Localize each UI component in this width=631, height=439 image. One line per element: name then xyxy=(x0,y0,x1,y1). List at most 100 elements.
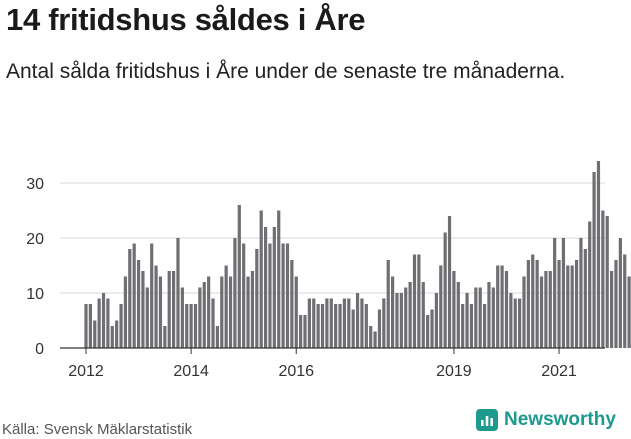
bar xyxy=(610,271,614,348)
bar xyxy=(456,282,460,348)
bar xyxy=(627,276,631,348)
bar xyxy=(101,293,106,348)
bar xyxy=(158,276,163,348)
bar xyxy=(596,161,601,348)
bar xyxy=(303,315,307,348)
bar xyxy=(588,221,592,348)
bar xyxy=(605,216,609,348)
bar xyxy=(355,293,360,348)
bar xyxy=(110,326,114,348)
bar xyxy=(294,276,298,348)
bar xyxy=(491,287,495,348)
bar xyxy=(369,326,373,348)
x-tick-label: 2016 xyxy=(278,363,314,380)
bar xyxy=(268,243,272,348)
bar xyxy=(180,287,184,348)
bar xyxy=(360,298,364,348)
chart-title: 14 fritidshus såldes i Åre xyxy=(6,2,366,37)
bar xyxy=(316,304,320,348)
x-tick-label: 2012 xyxy=(68,363,104,380)
bar xyxy=(154,265,158,348)
bar xyxy=(487,282,491,348)
x-tick-label: 2019 xyxy=(436,363,472,380)
bar xyxy=(97,298,101,348)
bar xyxy=(548,271,552,348)
bar xyxy=(84,304,88,348)
y-tick-label: 20 xyxy=(26,231,44,248)
bar xyxy=(338,304,342,348)
bar xyxy=(307,298,311,348)
bar xyxy=(382,298,386,348)
bar xyxy=(566,265,570,348)
bar xyxy=(526,260,530,348)
bar xyxy=(277,210,281,348)
bar xyxy=(255,249,259,348)
bar xyxy=(601,210,605,348)
bar xyxy=(189,304,193,348)
bar xyxy=(150,243,154,348)
bar xyxy=(544,271,548,348)
bar xyxy=(465,293,469,348)
bar xyxy=(334,304,338,348)
bar xyxy=(106,298,110,348)
bar xyxy=(417,254,421,348)
bar xyxy=(408,282,412,348)
bar xyxy=(469,304,474,348)
bar xyxy=(172,271,176,348)
bar xyxy=(399,293,403,348)
bar xyxy=(272,227,276,348)
bar-chart: 010203014201220142016201920212023 xyxy=(26,161,631,380)
bar xyxy=(478,287,482,348)
bar xyxy=(325,298,329,348)
bar xyxy=(176,238,180,348)
bar xyxy=(88,304,92,348)
bar xyxy=(299,315,303,348)
bar xyxy=(426,315,430,348)
bar xyxy=(233,238,237,348)
bar xyxy=(312,298,316,348)
bar xyxy=(522,276,526,348)
bar xyxy=(259,210,263,348)
y-tick-label: 10 xyxy=(26,286,44,303)
bar xyxy=(509,293,513,348)
bar xyxy=(518,298,522,348)
bar xyxy=(207,276,211,348)
bar xyxy=(583,249,587,348)
bar xyxy=(539,276,544,348)
bar xyxy=(167,271,171,348)
bar xyxy=(412,254,417,348)
brand-name: Newsworthy xyxy=(504,409,616,430)
bar xyxy=(377,309,382,348)
newsworthy-chart-icon xyxy=(476,409,498,431)
source-note: Källa: Svensk Mäklarstatistik xyxy=(2,421,193,438)
bar xyxy=(211,298,215,348)
bar xyxy=(496,265,500,348)
bar xyxy=(618,238,622,348)
bar xyxy=(329,298,333,348)
bar xyxy=(185,304,189,348)
bar xyxy=(132,243,136,348)
bar xyxy=(136,260,141,348)
bar xyxy=(557,260,561,348)
newsworthy-logo: Newsworthy xyxy=(476,409,616,431)
bar xyxy=(443,232,447,348)
bar xyxy=(220,276,224,348)
bar xyxy=(535,260,539,348)
x-tick-label: 2021 xyxy=(541,363,577,380)
bar xyxy=(592,172,596,348)
bar xyxy=(202,282,206,348)
bar xyxy=(119,304,123,348)
bar xyxy=(553,238,557,348)
y-tick-label: 0 xyxy=(35,341,44,358)
bar xyxy=(531,254,535,348)
bar xyxy=(452,271,456,348)
bar xyxy=(242,243,246,348)
bar xyxy=(115,320,119,348)
bar xyxy=(386,260,390,348)
bar xyxy=(250,271,255,348)
x-tick-label: 2014 xyxy=(173,363,209,380)
bar xyxy=(482,304,487,348)
bar xyxy=(395,293,399,348)
bar xyxy=(404,287,408,348)
bar xyxy=(614,260,618,348)
